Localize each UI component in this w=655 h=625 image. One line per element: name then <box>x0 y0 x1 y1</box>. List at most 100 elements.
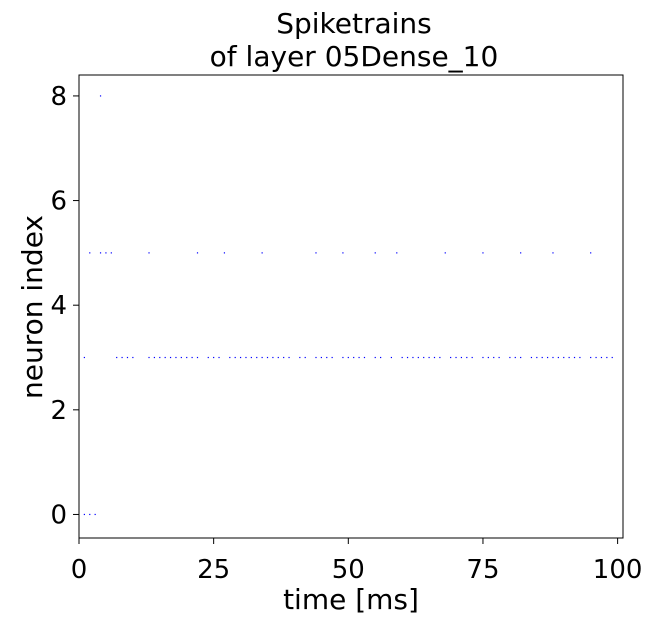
spike-marker <box>482 252 484 254</box>
spike-marker <box>261 252 263 254</box>
spike-marker <box>256 356 258 359</box>
spike-marker <box>132 356 134 359</box>
spike-marker <box>546 356 549 359</box>
spike-marker <box>89 513 91 516</box>
spike-marker <box>552 356 554 359</box>
spike-marker <box>148 252 150 254</box>
spike-marker <box>390 356 392 359</box>
x-axis-ticks: 0 25 50 75 100 <box>71 538 643 585</box>
spike-marker <box>94 513 96 516</box>
spike-marker <box>315 252 317 254</box>
spike-marker <box>126 356 129 359</box>
spike-marker <box>83 513 85 516</box>
x-axis-label: time [ms] <box>283 583 419 616</box>
spike-marker <box>283 356 285 359</box>
spike-marker <box>471 356 473 359</box>
spike-marker <box>299 356 301 359</box>
spike-marker <box>611 356 613 359</box>
spike-marker <box>595 356 597 359</box>
spike-marker <box>105 252 107 254</box>
spike-marker <box>320 356 322 359</box>
spike-marker <box>347 356 349 359</box>
spike-marker <box>153 356 156 359</box>
spike-marker <box>433 356 436 359</box>
spike-marker <box>169 356 172 359</box>
x-tick-label: 0 <box>71 555 88 585</box>
spike-marker <box>218 356 220 359</box>
spike-marker <box>552 252 554 254</box>
spike-marker <box>277 356 279 359</box>
spike-marker <box>196 356 199 359</box>
y-tick-label: 0 <box>50 500 67 530</box>
spike-marker <box>148 356 150 359</box>
spike-marker <box>557 356 559 359</box>
x-tick-label: 50 <box>332 555 365 585</box>
spike-marker <box>83 356 85 359</box>
spike-marker <box>498 356 500 359</box>
spike-marker <box>514 356 516 359</box>
spike-marker <box>460 356 463 359</box>
spike-marker <box>234 356 236 359</box>
spike-marker <box>536 356 538 359</box>
y-axis-ticks: 0 2 4 6 8 <box>50 82 79 530</box>
spike-marker <box>229 356 231 359</box>
spike-marker <box>417 356 419 359</box>
y-tick-label: 2 <box>50 396 67 426</box>
y-tick-label: 4 <box>50 291 67 321</box>
spike-marker <box>342 252 344 254</box>
spike-marker <box>110 252 112 254</box>
spike-marker <box>363 356 366 359</box>
spike-marker <box>568 356 570 359</box>
spike-marker <box>541 356 543 359</box>
spike-marker <box>520 356 522 359</box>
spike-marker <box>439 356 441 359</box>
spike-marker <box>186 356 188 359</box>
spike-marker <box>374 356 376 359</box>
spike-marker <box>358 356 360 359</box>
spike-marker <box>396 252 398 254</box>
spike-marker <box>196 252 199 254</box>
spike-marker <box>304 356 306 359</box>
spike-marker <box>380 356 382 359</box>
spike-marker <box>99 95 102 97</box>
x-tick-label: 100 <box>593 555 643 585</box>
spike-marker <box>180 356 182 359</box>
spike-marker <box>450 356 452 359</box>
spike-marker <box>121 356 123 359</box>
spike-marker <box>326 356 328 359</box>
y-tick-label: 8 <box>50 82 67 112</box>
spike-markers <box>83 95 613 516</box>
spike-marker <box>606 356 608 359</box>
spike-marker <box>444 252 446 254</box>
spike-marker <box>401 356 403 359</box>
spike-marker <box>191 356 193 359</box>
spike-marker <box>245 356 247 359</box>
spike-marker <box>250 356 252 359</box>
spike-marker <box>99 252 102 254</box>
spike-marker <box>89 252 91 254</box>
spike-marker <box>175 356 177 359</box>
spike-marker <box>207 356 209 359</box>
chart-title-line2: of layer 05Dense_10 <box>210 40 499 73</box>
spike-marker <box>573 356 576 359</box>
y-axis-label: neuron index <box>16 215 49 399</box>
spike-marker <box>272 356 274 359</box>
spike-marker <box>466 356 468 359</box>
spike-marker <box>600 356 603 359</box>
chart-title-line1: Spiketrains <box>276 7 432 40</box>
spike-marker <box>239 356 242 359</box>
spike-marker <box>482 356 484 359</box>
spike-marker <box>266 356 269 359</box>
spike-marker <box>509 356 511 359</box>
spike-marker <box>579 356 581 359</box>
x-tick-label: 75 <box>466 555 499 585</box>
spike-marker <box>159 356 161 359</box>
spike-marker <box>563 356 565 359</box>
spike-marker <box>530 356 533 359</box>
spike-marker <box>487 356 489 359</box>
y-tick-label: 6 <box>50 187 67 217</box>
spike-marker <box>590 252 592 254</box>
spike-marker <box>406 356 409 359</box>
spike-marker <box>353 356 355 359</box>
